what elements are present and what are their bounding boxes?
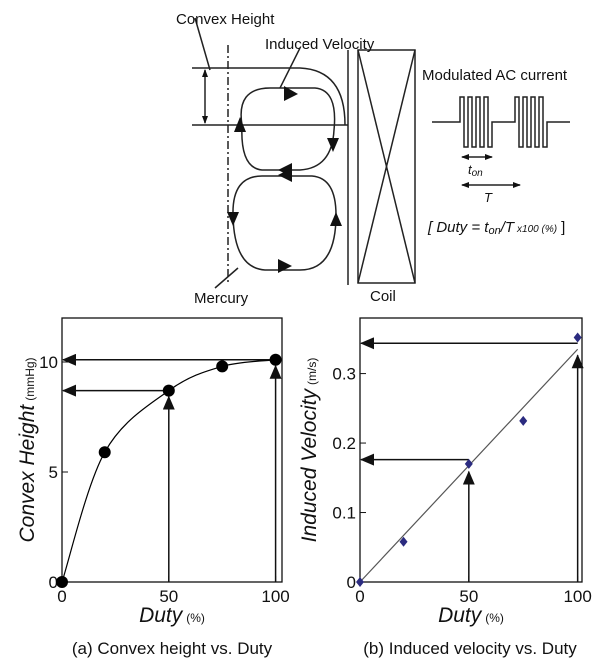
formula-part: [ Duty = t <box>427 219 489 236</box>
caption: (b) Induced velocity vs. Duty <box>363 639 577 658</box>
label: Convex Height <box>176 11 275 28</box>
y-axis-unit: (m/s) <box>305 358 319 385</box>
data-point <box>519 415 528 426</box>
y-tick-label: 0 <box>347 573 356 592</box>
y-axis-unit: (mmHg) <box>23 357 37 400</box>
label: T <box>484 190 493 205</box>
label: ton <box>468 162 483 179</box>
y-tick-label: 0.2 <box>332 434 356 453</box>
x-axis-title: Duty <box>438 604 483 627</box>
formula-part: on <box>488 225 500 237</box>
y-axis-label: Induced Velocity (m/s) <box>298 358 321 543</box>
lower-flow-loop <box>232 175 337 271</box>
y-tick-label: 5 <box>49 463 58 482</box>
data-point <box>56 576 68 588</box>
label: Induced Velocity <box>265 36 375 53</box>
data-point <box>269 353 282 366</box>
y-tick-label: 0.1 <box>332 504 356 523</box>
plot-frame <box>61 317 283 583</box>
x-axis-unit: (%) <box>485 611 504 625</box>
x-axis-unit: (%) <box>186 611 205 625</box>
coil-box <box>357 49 416 284</box>
data-point <box>399 536 408 547</box>
formula-part: ] <box>561 219 565 236</box>
upper-flow-loop <box>240 87 336 171</box>
data-point <box>162 384 175 397</box>
data-point <box>98 446 111 459</box>
label: Coil <box>370 288 396 305</box>
formula-part: x100 (%) <box>516 224 557 235</box>
data-curve <box>61 359 276 583</box>
leader <box>194 17 211 71</box>
x-tick-label: 50 <box>159 587 178 606</box>
leader <box>279 47 301 89</box>
label: Mercury <box>194 290 249 307</box>
data-point <box>464 458 473 469</box>
data-point <box>573 332 582 343</box>
leader <box>214 267 239 289</box>
caption: (a) Convex height vs. Duty <box>72 639 273 658</box>
x-tick-label: 100 <box>261 587 289 606</box>
formula-part: /T <box>500 219 516 236</box>
label: on <box>472 168 484 179</box>
x-tick-label: 0 <box>355 587 364 606</box>
y-axis-title: Induced Velocity <box>298 388 321 543</box>
y-tick-label: 10 <box>39 353 58 372</box>
y-tick-label: 0.3 <box>332 365 356 384</box>
x-axis-label: Duty (%) <box>438 604 504 627</box>
x-tick-label: 0 <box>57 587 66 606</box>
y-tick-label: 0 <box>49 573 58 592</box>
data-point <box>216 360 229 373</box>
convex-surface <box>192 67 346 126</box>
x-tick-label: 100 <box>563 587 591 606</box>
x-axis-title: Duty <box>139 604 184 627</box>
data-point <box>356 577 364 587</box>
y-axis-title: Convex Height <box>16 404 39 543</box>
label: Modulated AC current <box>422 67 568 84</box>
formula: [ Duty = ton/T x100 (%)] <box>427 219 565 237</box>
x-tick-label: 50 <box>459 587 478 606</box>
x-axis-label: Duty (%) <box>139 604 205 627</box>
flow-arrows <box>227 86 342 273</box>
plot-frame <box>359 317 583 583</box>
label: t <box>468 162 473 177</box>
coil-cross <box>357 49 416 284</box>
y-axis-label: Convex Height (mmHg) <box>16 357 39 542</box>
apparatus-diagram <box>192 17 570 289</box>
ac-waveform <box>432 96 570 148</box>
